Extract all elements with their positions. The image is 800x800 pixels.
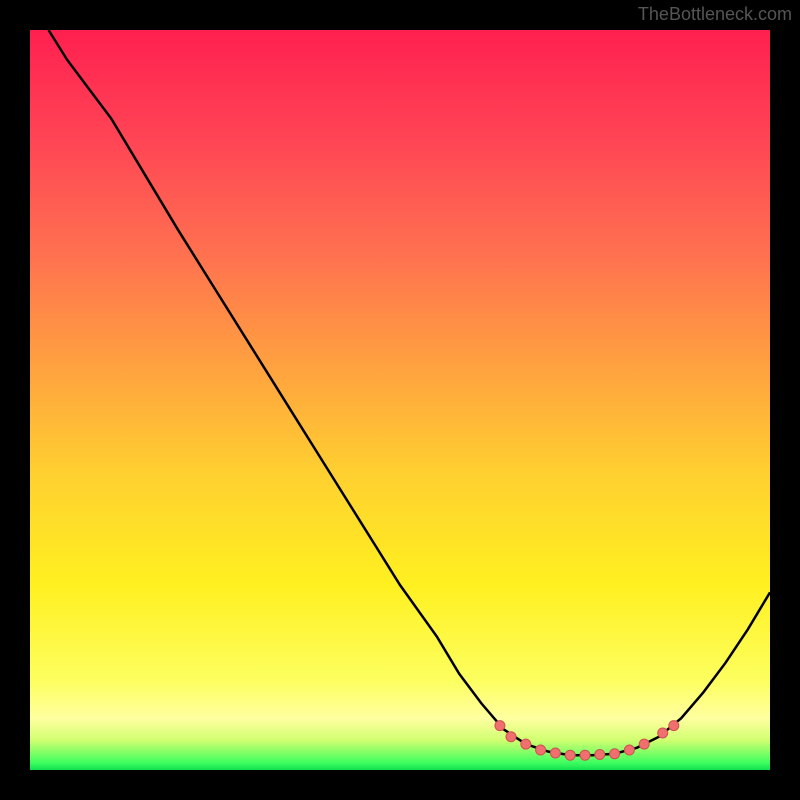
marker-dot xyxy=(521,739,531,749)
marker-dot xyxy=(565,750,575,760)
curve-overlay xyxy=(30,30,770,770)
marker-dot xyxy=(624,745,634,755)
marker-dot xyxy=(595,749,605,759)
marker-dot xyxy=(580,750,590,760)
marker-dot xyxy=(536,745,546,755)
marker-dot xyxy=(495,721,505,731)
marker-dot xyxy=(658,728,668,738)
marker-dot xyxy=(550,748,560,758)
marker-dot xyxy=(669,721,679,731)
chart-container xyxy=(30,30,770,770)
marker-dot xyxy=(610,749,620,759)
marker-dot xyxy=(506,732,516,742)
bottleneck-curve xyxy=(49,30,771,755)
marker-dot xyxy=(639,739,649,749)
watermark-text: TheBottleneck.com xyxy=(638,4,792,25)
